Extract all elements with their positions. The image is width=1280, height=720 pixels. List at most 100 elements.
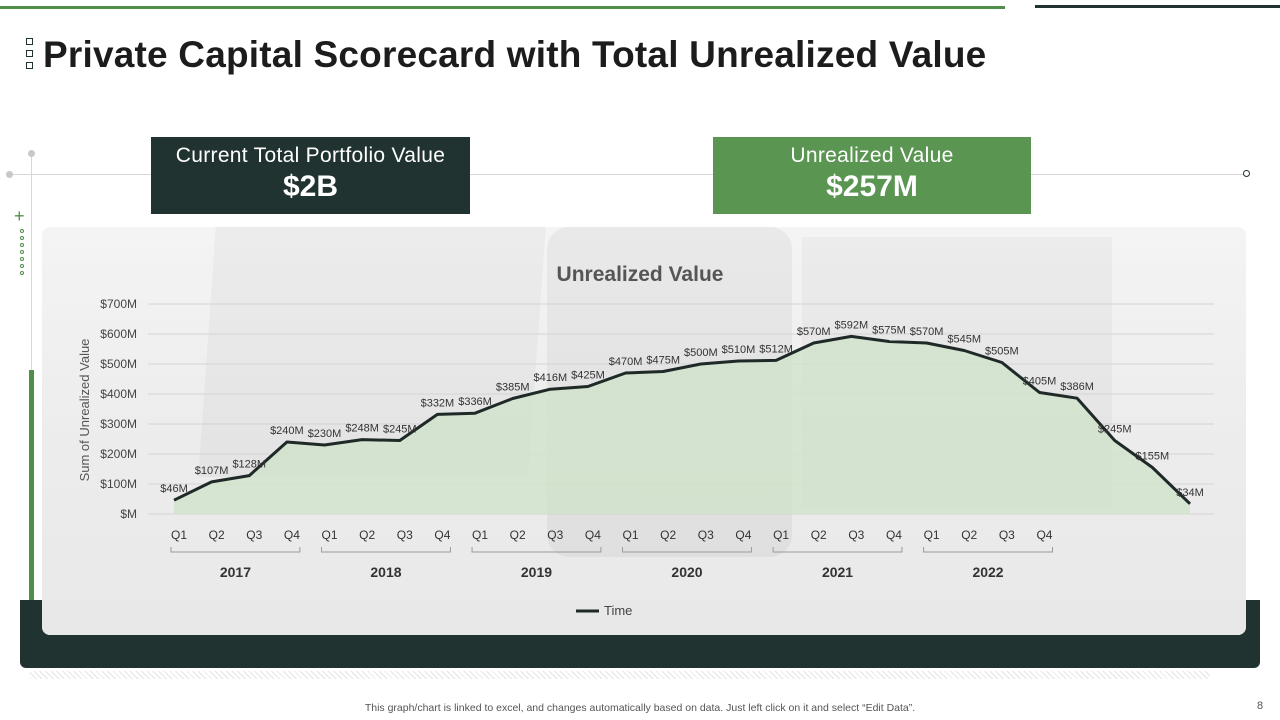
data-label: $500M [684, 347, 718, 359]
y-tick-label: $200M [100, 447, 137, 461]
x-tick-label: Q1 [171, 528, 187, 542]
data-label: $386M [1060, 381, 1094, 393]
portfolio-value-label: Current Total Portfolio Value [175, 144, 446, 167]
chart-title: Unrealized Value [557, 263, 724, 286]
y-tick-label: $400M [100, 387, 137, 401]
portfolio-value: $2B [282, 170, 339, 203]
x-tick-label: Q4 [284, 528, 300, 542]
x-tick-label: Q3 [246, 528, 262, 542]
divider-dot-top [28, 150, 35, 157]
y-axis-title: Sum of Unrealized Value [77, 339, 92, 482]
data-label: $575M [872, 325, 906, 337]
x-tick-label: Q2 [359, 528, 375, 542]
data-label: $510M [722, 344, 756, 356]
y-tick-label: $600M [100, 327, 137, 341]
data-label: $336M [458, 396, 492, 408]
series-line [173, 334, 1192, 505]
unrealized-value-card: Unrealized Value $257M [713, 137, 1031, 214]
data-label: $240M [270, 425, 304, 437]
data-label: $245M [383, 424, 417, 436]
legend-strip [42, 600, 1246, 635]
year-label: 2021 [822, 564, 853, 580]
year-bracket [772, 547, 903, 553]
year-label: 2017 [220, 564, 251, 580]
plus-icon: + [14, 206, 25, 226]
title-bullet-icon [26, 38, 34, 72]
data-label: $470M [609, 356, 643, 368]
data-label: $545M [947, 334, 981, 346]
data-label: $505M [985, 346, 1019, 358]
divider-line [10, 174, 1248, 175]
data-label: $592M [835, 319, 869, 331]
side-accent-bar [29, 370, 34, 602]
data-label: $405M [1023, 376, 1057, 388]
page-number: 8 [1257, 700, 1264, 712]
page-title: Private Capital Scorecard with Total Unr… [43, 34, 987, 75]
x-tick-label: Q3 [698, 528, 714, 542]
data-label: $570M [910, 326, 944, 338]
data-label: $385M [496, 382, 530, 394]
data-label: $46M [160, 483, 188, 495]
data-labels: $46M$107M$128M$240M $230M $248M $245M$332M $… [160, 319, 1204, 498]
x-tick-label: Q4 [434, 528, 450, 542]
x-tick-label: Q3 [848, 528, 864, 542]
x-tick-label: Q2 [961, 528, 977, 542]
x-tick-label: Q2 [660, 528, 676, 542]
footnote: This graph/chart is linked to excel, and… [364, 702, 916, 714]
y-tick-labels: $M $100M $200M $300M $400M $500M $600M $700M [100, 297, 137, 521]
y-tick-label: $100M [100, 477, 137, 491]
x-tick-label: Q4 [585, 528, 601, 542]
legend-label: Time [604, 603, 632, 618]
data-label: $34M [1176, 487, 1204, 499]
series-area [174, 336, 1190, 514]
year-label: 2019 [521, 564, 552, 580]
data-label: $230M [308, 428, 342, 440]
year-label: 2020 [671, 564, 702, 580]
x-tick-label: Q2 [209, 528, 225, 542]
data-label: $245M [1098, 424, 1132, 436]
data-label: $425M [571, 370, 605, 382]
x-tick-label: Q4 [735, 528, 751, 542]
data-label: $512M [759, 343, 793, 355]
vertical-divider [31, 154, 32, 374]
data-label: $475M [646, 355, 680, 367]
legend: Time [576, 603, 632, 618]
x-tick-label: Q2 [510, 528, 526, 542]
dots-decoration [20, 229, 24, 278]
y-tick-label: $700M [100, 297, 137, 311]
data-label: $332M [421, 397, 455, 409]
year-bracket [622, 547, 752, 553]
data-label: $416M [533, 372, 567, 384]
year-bracket [321, 547, 451, 553]
year-bracket [471, 547, 602, 553]
divider-dot-left [6, 171, 13, 178]
y-tick-label: $500M [100, 357, 137, 371]
x-tick-label: Q4 [1036, 528, 1052, 542]
unrealized-value-label: Unrealized Value [790, 144, 954, 167]
x-tick-label: Q3 [397, 528, 413, 542]
y-tick-label: $M [120, 507, 137, 521]
x-axis-labels: Q1 Q2 Q3 Q4 2017 Q1 Q2 Q3 Q4 2018 Q1 Q2 Q3 Q4 2019 Q1 Q2… [170, 528, 1053, 580]
unrealized-value: $257M [826, 170, 918, 203]
year-bracket [170, 547, 301, 553]
top-accent-line-dark [1035, 5, 1280, 8]
x-tick-label: Q1 [322, 528, 338, 542]
data-label: $107M [195, 465, 229, 477]
hatch-decoration [30, 671, 1210, 679]
x-tick-label: Q1 [773, 528, 789, 542]
year-label: 2022 [972, 564, 1003, 580]
x-tick-label: Q1 [623, 528, 639, 542]
data-label: $155M [1136, 451, 1170, 463]
top-accent-line [0, 6, 1005, 9]
x-tick-label: Q3 [547, 528, 563, 542]
y-tick-label: $300M [100, 417, 137, 431]
year-label: 2018 [370, 564, 401, 580]
portfolio-value-card: Current Total Portfolio Value $2B [151, 137, 470, 214]
x-tick-label: Q2 [811, 528, 827, 542]
x-tick-label: Q4 [886, 528, 902, 542]
divider-dot-right [1243, 170, 1250, 177]
x-tick-label: Q3 [999, 528, 1015, 542]
data-label: $128M [232, 459, 266, 471]
data-label: $248M [345, 423, 379, 435]
